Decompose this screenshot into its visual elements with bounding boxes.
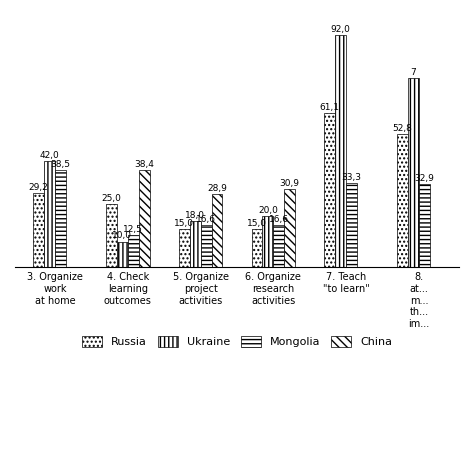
Bar xyxy=(179,229,190,267)
Text: 61,1: 61,1 xyxy=(320,103,340,112)
Text: 38,5: 38,5 xyxy=(51,160,71,169)
Text: 42,0: 42,0 xyxy=(40,151,59,160)
Text: 29,2: 29,2 xyxy=(29,183,48,192)
Text: 20,0: 20,0 xyxy=(258,206,278,215)
Text: 92,0: 92,0 xyxy=(331,25,351,34)
Text: 12,5: 12,5 xyxy=(123,225,143,234)
Bar xyxy=(211,194,222,267)
Text: 15,0: 15,0 xyxy=(174,219,194,228)
Text: 25,0: 25,0 xyxy=(101,193,121,202)
Text: 7: 7 xyxy=(410,68,416,77)
Bar xyxy=(139,170,150,267)
Bar xyxy=(190,221,201,267)
Bar xyxy=(106,204,117,267)
Bar xyxy=(408,78,419,267)
Bar xyxy=(273,225,284,267)
Text: 18,0: 18,0 xyxy=(185,211,205,220)
Text: 15,0: 15,0 xyxy=(247,219,267,228)
Bar xyxy=(335,35,346,267)
Text: 10,0: 10,0 xyxy=(112,231,132,240)
Bar xyxy=(397,134,408,267)
Bar xyxy=(284,189,295,267)
Bar xyxy=(128,235,139,267)
Text: 32,9: 32,9 xyxy=(414,173,434,182)
Bar xyxy=(55,170,66,267)
Bar xyxy=(346,183,357,267)
Bar xyxy=(33,193,44,267)
Text: 38,4: 38,4 xyxy=(134,160,154,169)
Text: 16,6: 16,6 xyxy=(269,215,289,224)
Bar xyxy=(252,229,263,267)
Bar xyxy=(201,225,211,267)
Text: 30,9: 30,9 xyxy=(280,179,300,188)
Bar xyxy=(419,184,430,267)
Bar xyxy=(117,242,128,267)
Legend: Russia, Ukraine, Mongolia, China: Russia, Ukraine, Mongolia, China xyxy=(77,331,397,352)
Bar xyxy=(324,113,335,267)
Bar xyxy=(263,217,273,267)
Text: 52,8: 52,8 xyxy=(392,124,412,133)
Text: 33,3: 33,3 xyxy=(342,173,362,182)
Text: 16,6: 16,6 xyxy=(196,215,216,224)
Text: 28,9: 28,9 xyxy=(207,184,227,193)
Bar xyxy=(44,161,55,267)
